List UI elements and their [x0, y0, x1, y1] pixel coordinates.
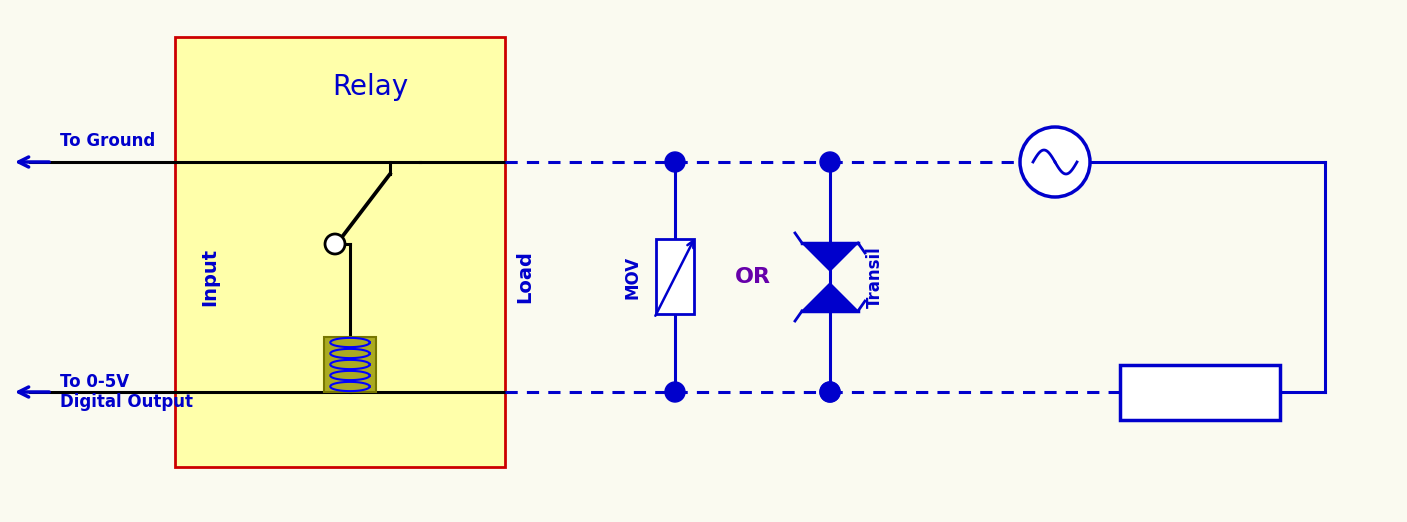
Circle shape	[820, 382, 840, 402]
Text: To 0-5V
Digital Output: To 0-5V Digital Output	[61, 373, 193, 411]
Text: OR: OR	[734, 267, 771, 287]
Bar	[324, 337, 376, 392]
Text: MOV: MOV	[623, 255, 642, 299]
Circle shape	[820, 152, 840, 172]
Text: Relay: Relay	[332, 73, 408, 101]
Circle shape	[820, 382, 840, 402]
Text: Load: Load	[1168, 380, 1233, 404]
Text: To Ground: To Ground	[61, 132, 155, 150]
Polygon shape	[802, 243, 858, 271]
Circle shape	[325, 234, 345, 254]
Text: Input: Input	[201, 248, 219, 306]
Circle shape	[1020, 127, 1090, 197]
Bar	[1120, 364, 1280, 420]
Circle shape	[666, 382, 685, 402]
Bar	[174, 37, 505, 467]
Text: Transil: Transil	[865, 246, 884, 308]
Circle shape	[666, 152, 685, 172]
Bar	[656, 240, 694, 314]
Polygon shape	[802, 283, 858, 311]
Text: Load: Load	[515, 251, 535, 303]
